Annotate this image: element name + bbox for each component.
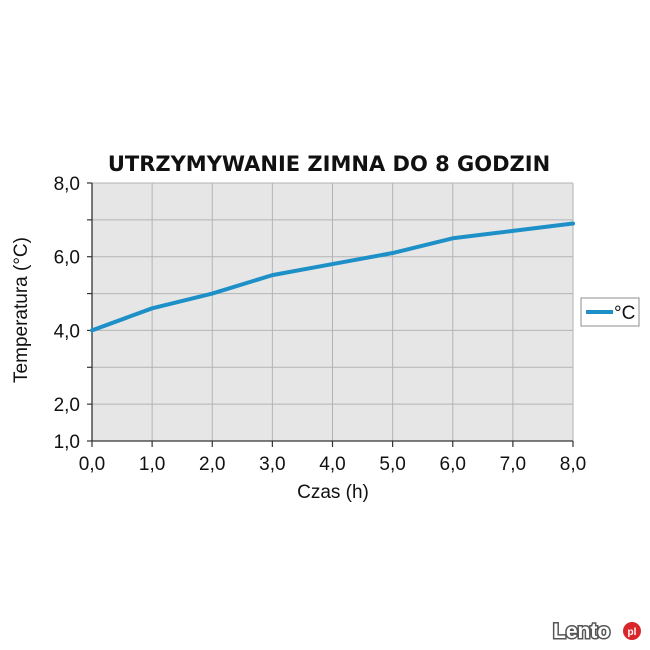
lento-watermark: Lento pl bbox=[552, 619, 641, 645]
x-tick-label: 3,0 bbox=[259, 454, 285, 475]
y-tick-labels: 1,0 2,0 4,0 6,0 8,0 bbox=[54, 174, 80, 453]
chart-title: UTRZYMYWANIE ZIMNA DO 8 GODZIN bbox=[108, 152, 550, 176]
y-axis-label: Temperatura (°C) bbox=[11, 237, 32, 383]
x-tick-label: 8,0 bbox=[560, 454, 586, 475]
y-tick-label: 4,0 bbox=[54, 321, 80, 342]
watermark-text: Lento bbox=[553, 620, 610, 643]
watermark-badge bbox=[623, 622, 641, 640]
y-tick-label: 8,0 bbox=[54, 174, 80, 195]
x-tick-labels: 0,0 1,0 2,0 3,0 4,0 5,0 6,0 7,0 8,0 bbox=[79, 454, 586, 475]
legend: °C bbox=[580, 297, 640, 327]
x-tick-label: 2,0 bbox=[199, 454, 225, 475]
x-tick-label: 0,0 bbox=[79, 454, 105, 475]
x-axis-label: Czas (h) bbox=[297, 482, 369, 503]
y-tick-label: 1,0 bbox=[54, 432, 80, 453]
x-tick-label: 1,0 bbox=[139, 454, 165, 475]
x-tick-label: 7,0 bbox=[500, 454, 526, 475]
axes bbox=[87, 182, 574, 447]
legend-label: °C bbox=[614, 303, 635, 324]
x-tick-label: 6,0 bbox=[440, 454, 466, 475]
y-tick-label: 2,0 bbox=[54, 395, 80, 416]
y-tick-label: 6,0 bbox=[54, 248, 80, 269]
watermark-badge-label: pl bbox=[628, 627, 637, 638]
x-tick-label: 5,0 bbox=[379, 454, 405, 475]
series-line bbox=[90, 221, 575, 333]
x-tick-label: 4,0 bbox=[319, 454, 345, 475]
